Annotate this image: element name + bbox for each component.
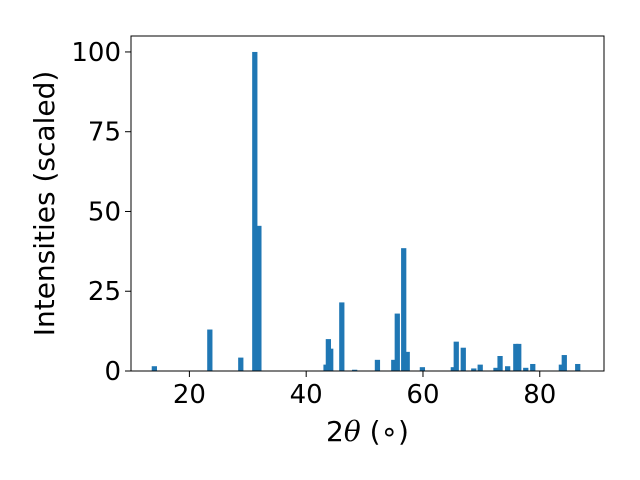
bar — [352, 369, 358, 371]
y-tick-label: 75 — [88, 118, 121, 148]
x-tick-label: 60 — [406, 380, 439, 410]
bar — [207, 329, 213, 371]
bar — [238, 357, 244, 371]
bar — [328, 348, 334, 371]
x-tick-label: 20 — [173, 380, 206, 410]
bar — [391, 359, 397, 371]
y-tick-label: 50 — [88, 197, 121, 227]
bar — [505, 366, 511, 371]
y-tick-label: 0 — [104, 357, 121, 387]
bar — [394, 313, 400, 371]
bar — [558, 364, 564, 371]
y-axis-ticks: 0 25 50 75 100 — [71, 38, 131, 387]
x-tick-label: 80 — [523, 380, 556, 410]
x-axis-label-unit: (∘) — [361, 415, 409, 448]
plot-frame — [130, 35, 605, 372]
x-axis-ticks: 20 40 60 80 — [173, 371, 556, 410]
bar — [401, 248, 407, 371]
bar — [530, 363, 536, 371]
y-tick-label: 25 — [88, 277, 121, 307]
x-tick-label: 40 — [290, 380, 323, 410]
bar — [252, 51, 258, 371]
bar — [450, 367, 456, 371]
bar — [374, 359, 381, 371]
bar — [339, 302, 345, 371]
bar — [477, 364, 483, 371]
bar — [493, 367, 499, 371]
bar — [516, 343, 522, 371]
bar — [561, 355, 567, 371]
y-axis-label: Intensities (scaled) — [28, 71, 61, 337]
bar — [460, 347, 466, 371]
x-axis-label-theta: θ — [344, 415, 361, 448]
bar — [404, 351, 410, 371]
bar — [471, 368, 477, 371]
y-tick-label: 100 — [71, 38, 121, 68]
bar — [419, 367, 426, 371]
bar — [497, 356, 503, 371]
bar — [151, 366, 157, 371]
bar — [513, 343, 519, 371]
bar — [575, 363, 581, 371]
bar-series — [151, 51, 581, 371]
x-axis-label-prefix: 2 — [326, 415, 344, 448]
bar — [256, 225, 262, 371]
x-axis-label: 2θ (∘) — [326, 415, 409, 448]
bar — [453, 341, 459, 371]
bar — [523, 367, 529, 371]
